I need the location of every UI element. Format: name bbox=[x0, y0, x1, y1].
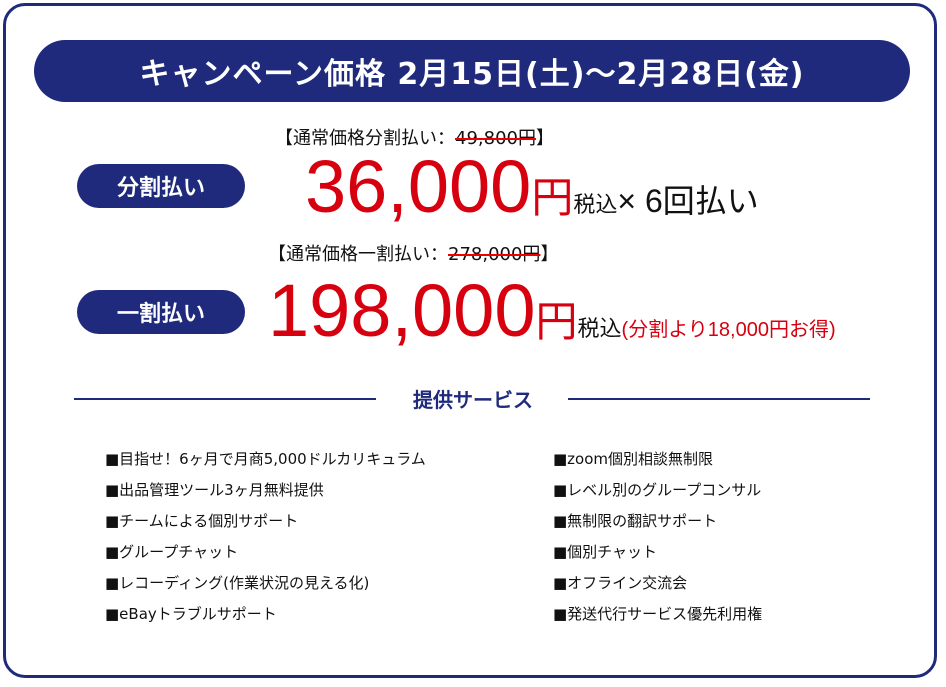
service-item: ■グループチャット bbox=[105, 543, 239, 561]
service-item: ■目指せ！6ヶ月で月商5,000ドルカリキュラム bbox=[105, 450, 426, 468]
installment-old-price: 49,800円 bbox=[455, 128, 536, 149]
divider-left bbox=[74, 398, 376, 400]
installment-count: × 6回払い bbox=[617, 183, 759, 219]
lump-tax-label: 税込 bbox=[577, 316, 622, 341]
installment-tax-label: 税込 bbox=[573, 192, 618, 217]
services-left: ■目指せ！6ヶ月で月商5,000ドルカリキュラム ■出品管理ツール3ヶ月無料提供… bbox=[105, 448, 426, 634]
lump-old-price: 278,000円 bbox=[448, 244, 541, 265]
service-item: ■eBayトラブルサポート bbox=[105, 605, 277, 623]
campaign-banner: キャンペーン価格 2月15日(土)〜2月28日(金) bbox=[34, 40, 910, 102]
service-item: ■レコーディング(作業状況の見える化) bbox=[105, 574, 370, 592]
services-title: 提供サービス bbox=[413, 388, 533, 412]
installment-price-amount: 36,000 bbox=[305, 145, 532, 228]
service-item: ■個別チャット bbox=[553, 543, 658, 561]
lump-price-amount: 198,000 bbox=[268, 269, 536, 352]
service-item: ■発送代行サービス優先利用権 bbox=[553, 605, 763, 623]
lump-note-suffix: 】 bbox=[540, 244, 559, 265]
installment-note-suffix: 】 bbox=[535, 128, 554, 149]
installment-regular-price: 【通常価格分割払い：49,800円】 bbox=[275, 124, 554, 150]
installment-price: 36,000円税込× 6回払い bbox=[305, 150, 759, 224]
lump-saving-note: (分割より18,000円お得) bbox=[621, 319, 836, 341]
lump-price: 198,000円税込(分割より18,000円お得) bbox=[268, 274, 836, 348]
lump-yen: 円 bbox=[535, 298, 578, 345]
lump-label: 一割払い bbox=[77, 290, 245, 334]
installment-label: 分割払い bbox=[77, 164, 245, 208]
service-item: ■出品管理ツール3ヶ月無料提供 bbox=[105, 481, 324, 499]
services-right: ■zoom個別相談無制限 ■レベル別のグループコンサル ■無制限の翻訳サポート … bbox=[553, 448, 762, 634]
lump-regular-price: 【通常価格一割払い：278,000円】 bbox=[268, 240, 558, 266]
service-item: ■オフライン交流会 bbox=[553, 574, 688, 592]
service-item: ■レベル別のグループコンサル bbox=[553, 481, 762, 499]
service-item: ■無制限の翻訳サポート bbox=[553, 512, 718, 530]
service-item: ■チームによる個別サポート bbox=[105, 512, 299, 530]
frame bbox=[3, 3, 937, 678]
installment-yen: 円 bbox=[531, 174, 574, 221]
lump-note-prefix: 【通常価格一割払い： bbox=[268, 244, 448, 265]
service-item: ■zoom個別相談無制限 bbox=[553, 450, 714, 468]
installment-note-prefix: 【通常価格分割払い： bbox=[275, 128, 455, 149]
divider-right bbox=[568, 398, 870, 400]
